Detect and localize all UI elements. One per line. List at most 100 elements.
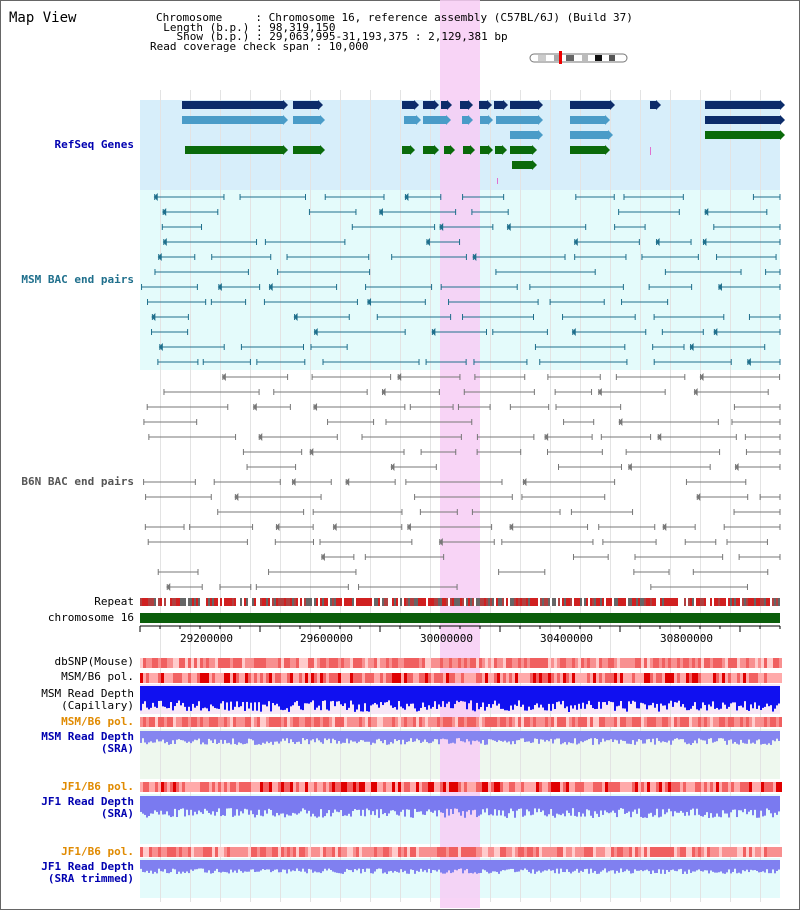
depth-bar bbox=[230, 731, 232, 745]
heat-cell bbox=[434, 673, 437, 683]
heat-cell bbox=[257, 658, 260, 668]
depth-bar bbox=[506, 686, 508, 711]
depth-bar bbox=[658, 796, 660, 818]
heat-cell bbox=[197, 673, 200, 683]
depth-bar bbox=[580, 796, 582, 817]
heat-cell bbox=[335, 673, 338, 683]
depth-bar bbox=[244, 731, 246, 744]
depth-bar bbox=[194, 860, 196, 870]
gene-arrow bbox=[447, 100, 452, 110]
heat-cell bbox=[530, 782, 533, 792]
heat-cell bbox=[230, 847, 233, 857]
heat-cell bbox=[575, 717, 578, 727]
depth-bar bbox=[648, 731, 650, 739]
heat-cell bbox=[335, 847, 338, 857]
heat-cell bbox=[359, 847, 362, 857]
heat-cell bbox=[209, 782, 212, 792]
depth-bar bbox=[534, 731, 536, 739]
heat-cell bbox=[683, 717, 686, 727]
depth-bar bbox=[238, 686, 240, 708]
repeat-block bbox=[378, 598, 380, 606]
repeat-block bbox=[238, 598, 240, 606]
depth-bar bbox=[688, 860, 690, 870]
repeat-block bbox=[256, 598, 258, 606]
heat-cell bbox=[275, 658, 278, 668]
heat-cell bbox=[548, 717, 551, 727]
depth-bar bbox=[438, 796, 440, 811]
heat-cell bbox=[365, 717, 368, 727]
heat-cell bbox=[683, 847, 686, 857]
depth-bar bbox=[506, 796, 508, 818]
heat-cell bbox=[680, 847, 683, 857]
heat-cell bbox=[374, 782, 377, 792]
heat-cell bbox=[293, 847, 296, 857]
heat-cell bbox=[779, 658, 782, 668]
heat-cell bbox=[689, 717, 692, 727]
heat-cell bbox=[686, 673, 689, 683]
depth-bar bbox=[456, 860, 458, 871]
repeat-block bbox=[392, 598, 394, 606]
depth-bar bbox=[280, 796, 282, 814]
repeat-block bbox=[160, 598, 162, 606]
bac-arrow bbox=[381, 388, 386, 396]
heat-cell bbox=[587, 673, 590, 683]
repeat-block bbox=[662, 598, 664, 606]
heat-cell bbox=[185, 782, 188, 792]
heat-cell bbox=[704, 847, 707, 857]
depth-bar bbox=[672, 731, 674, 741]
heat-cell bbox=[773, 847, 776, 857]
heat-cell bbox=[203, 717, 206, 727]
heat-cell bbox=[431, 782, 434, 792]
depth-bar bbox=[400, 731, 402, 745]
repeat-block bbox=[394, 598, 396, 606]
heat-cell bbox=[272, 782, 275, 792]
heat-cell bbox=[302, 847, 305, 857]
depth-bar bbox=[476, 860, 478, 874]
depth-bar bbox=[656, 731, 658, 739]
depth-bar bbox=[480, 860, 482, 873]
depth-bar bbox=[270, 860, 272, 873]
depth-bar bbox=[554, 796, 556, 818]
heat-cell bbox=[776, 782, 779, 792]
heat-cell bbox=[719, 673, 722, 683]
heat-cell bbox=[665, 673, 668, 683]
depth-bar bbox=[344, 731, 346, 743]
heat-cell bbox=[275, 847, 278, 857]
depth-bar bbox=[598, 860, 600, 874]
heat-cell bbox=[710, 717, 713, 727]
depth-bar bbox=[382, 860, 384, 874]
heat-cell bbox=[323, 847, 326, 857]
bac-arrow bbox=[506, 223, 511, 231]
depth-bar bbox=[500, 686, 502, 709]
heat-cell bbox=[275, 673, 278, 683]
depth-bar bbox=[394, 796, 396, 812]
heat-cell bbox=[734, 717, 737, 727]
depth-bar bbox=[696, 731, 698, 744]
heat-cell bbox=[695, 782, 698, 792]
repeat-block bbox=[210, 598, 212, 606]
bac-arrow bbox=[157, 253, 162, 261]
heat-cell bbox=[251, 847, 254, 857]
depth-bar bbox=[170, 796, 172, 818]
heat-cell bbox=[557, 717, 560, 727]
bac-arrow bbox=[439, 223, 444, 231]
depth-bar bbox=[262, 860, 264, 870]
gene-exon bbox=[650, 101, 656, 109]
depth-bar bbox=[170, 731, 172, 745]
heat-cell bbox=[560, 658, 563, 668]
depth-bar bbox=[210, 686, 212, 705]
depth-bar bbox=[500, 731, 502, 741]
depth-bar bbox=[476, 796, 478, 818]
depth-bar bbox=[596, 860, 598, 874]
heat-cell bbox=[305, 658, 308, 668]
gene-exon bbox=[510, 131, 538, 139]
depth-bar bbox=[494, 796, 496, 810]
depth-bar bbox=[572, 860, 574, 872]
depth-bar bbox=[152, 860, 154, 874]
depth-bar bbox=[770, 731, 772, 745]
depth-bar bbox=[190, 686, 192, 711]
depth-bar bbox=[264, 731, 266, 744]
depth-bar bbox=[456, 796, 458, 809]
depth-bar bbox=[710, 731, 712, 739]
